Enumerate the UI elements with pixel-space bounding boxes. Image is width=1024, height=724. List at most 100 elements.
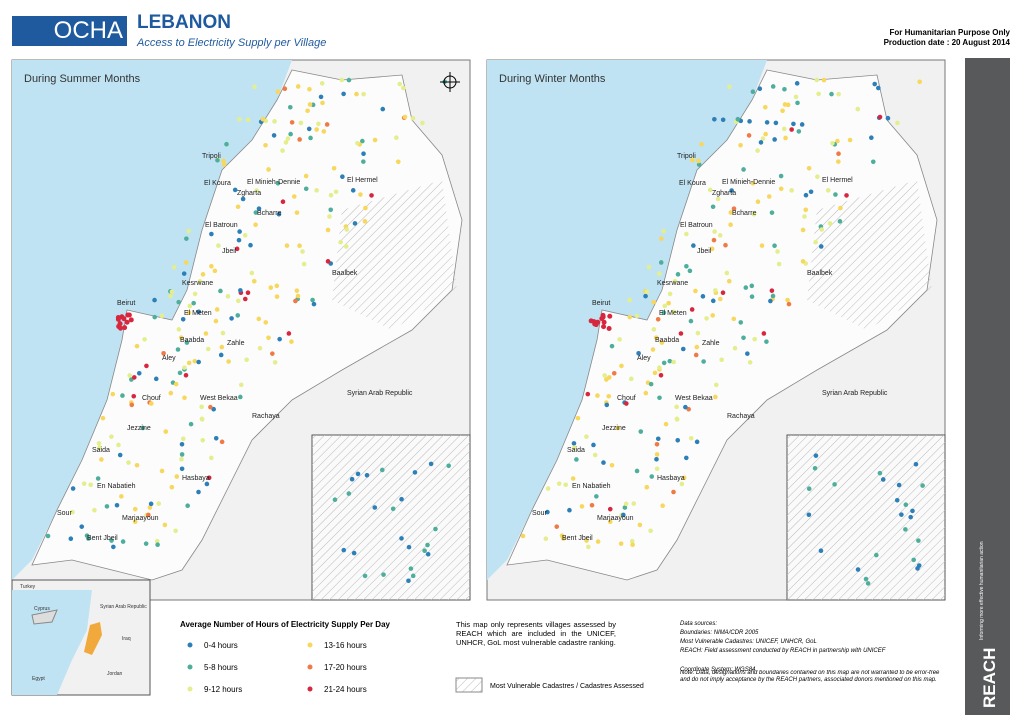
- village-dot: [712, 116, 717, 122]
- village-dot: [604, 402, 610, 408]
- village-dot: [314, 188, 319, 193]
- map-panel: During Summer Months Tripoli El Koura El Mi…: [11, 59, 471, 601]
- source-line: Most Vulnerable Cadastres: UNICEF, UNHCR…: [680, 639, 817, 645]
- village-dot: [122, 325, 128, 331]
- note-text: This map only represents villages assess…: [456, 620, 616, 647]
- village-dot: [717, 296, 723, 302]
- village-dot: [719, 357, 724, 363]
- village-dot: [325, 227, 331, 233]
- village-dot: [116, 442, 121, 448]
- village-dot: [271, 133, 277, 138]
- village-dot: [412, 470, 418, 475]
- village-dot: [755, 148, 760, 153]
- village-dot: [297, 243, 302, 249]
- village-dot: [803, 207, 809, 213]
- lebanon: [506, 69, 938, 581]
- village-dot: [715, 196, 721, 202]
- village-dot: [649, 474, 655, 479]
- village-dot: [704, 316, 709, 321]
- village-dot: [712, 229, 717, 234]
- village-dot: [268, 285, 274, 290]
- village-dot: [731, 316, 737, 322]
- village-dot: [688, 318, 694, 324]
- sidebar: [965, 58, 1010, 715]
- village-dot: [221, 158, 226, 164]
- region-label: Zgharta: [712, 190, 736, 197]
- village-dot: [390, 506, 396, 512]
- legend-label: 9-12 hours: [204, 685, 242, 694]
- village-dot: [117, 321, 123, 327]
- village-dot: [111, 544, 116, 550]
- region-label: Hasbaya: [182, 475, 210, 482]
- village-dot: [621, 512, 626, 518]
- legend-title: Average Number of Hours of Electricity S…: [180, 620, 391, 629]
- village-dot: [381, 572, 386, 577]
- region-label: West Bekaa: [200, 395, 238, 402]
- village-dot: [399, 536, 404, 541]
- village-dot: [361, 91, 366, 97]
- panel-title: During Winter Months: [499, 73, 606, 85]
- village-dot: [245, 290, 251, 295]
- disclaimer: For Humanitarian Purpose Only: [889, 28, 1010, 37]
- village-dot: [654, 452, 660, 457]
- village-dot: [696, 158, 701, 164]
- village-dot: [272, 119, 277, 124]
- legend-swatch: [307, 686, 313, 692]
- village-dot: [320, 100, 325, 106]
- village-dot: [180, 317, 186, 322]
- village-dot: [844, 193, 849, 198]
- village-dot: [196, 359, 201, 365]
- village-dot: [146, 512, 151, 518]
- region-label: Chouf: [142, 395, 161, 402]
- village-dot: [559, 533, 565, 538]
- village-dot: [248, 242, 253, 248]
- village-dot: [768, 298, 773, 304]
- region-label: Hasbaya: [657, 475, 685, 482]
- village-dot: [196, 309, 202, 315]
- village-dot: [728, 210, 734, 215]
- village-dot: [825, 188, 831, 193]
- village-dot: [152, 297, 157, 303]
- village-dot: [175, 347, 181, 352]
- region-label: Marjaayoun: [597, 515, 634, 522]
- region-label: El Minieh-Dennie: [722, 179, 775, 186]
- village-dot: [836, 91, 841, 97]
- village-dot: [410, 573, 416, 579]
- village-dot: [710, 313, 716, 318]
- village-dot: [184, 236, 189, 241]
- village-dot: [186, 360, 192, 366]
- village-dot: [155, 542, 160, 548]
- village-dot: [212, 268, 218, 274]
- village-dot: [749, 294, 755, 299]
- village-dot: [118, 325, 124, 331]
- region-label: El Batroun: [205, 222, 238, 229]
- village-dot: [738, 142, 743, 148]
- village-dot: [687, 268, 693, 274]
- village-dot: [916, 538, 921, 543]
- region-label: Baalbek: [807, 270, 833, 277]
- region-label: Baabda: [655, 337, 679, 344]
- village-dot: [295, 293, 301, 299]
- village-dot: [545, 509, 550, 515]
- village-dot: [766, 194, 772, 199]
- village-dot: [662, 303, 668, 309]
- village-dot: [169, 484, 175, 490]
- village-dot: [675, 438, 681, 443]
- village-dot: [184, 340, 190, 345]
- village-dot: [354, 91, 359, 97]
- village-dot: [720, 290, 726, 295]
- source-note-text: Note: Data, designations and boundaries …: [680, 670, 940, 684]
- village-dot: [235, 313, 241, 318]
- village-dot: [153, 376, 159, 382]
- village-dot: [833, 192, 838, 197]
- village-dot: [791, 121, 796, 127]
- region-label: El Minieh-Dennie: [247, 179, 300, 186]
- village-dot: [244, 357, 249, 363]
- compass: [440, 72, 460, 92]
- village-dot: [96, 441, 102, 446]
- village-dot: [631, 501, 637, 506]
- village-dot: [735, 116, 741, 122]
- legend-label: 5-8 hours: [204, 663, 238, 672]
- village-dot: [916, 563, 922, 568]
- village-dot: [395, 159, 401, 165]
